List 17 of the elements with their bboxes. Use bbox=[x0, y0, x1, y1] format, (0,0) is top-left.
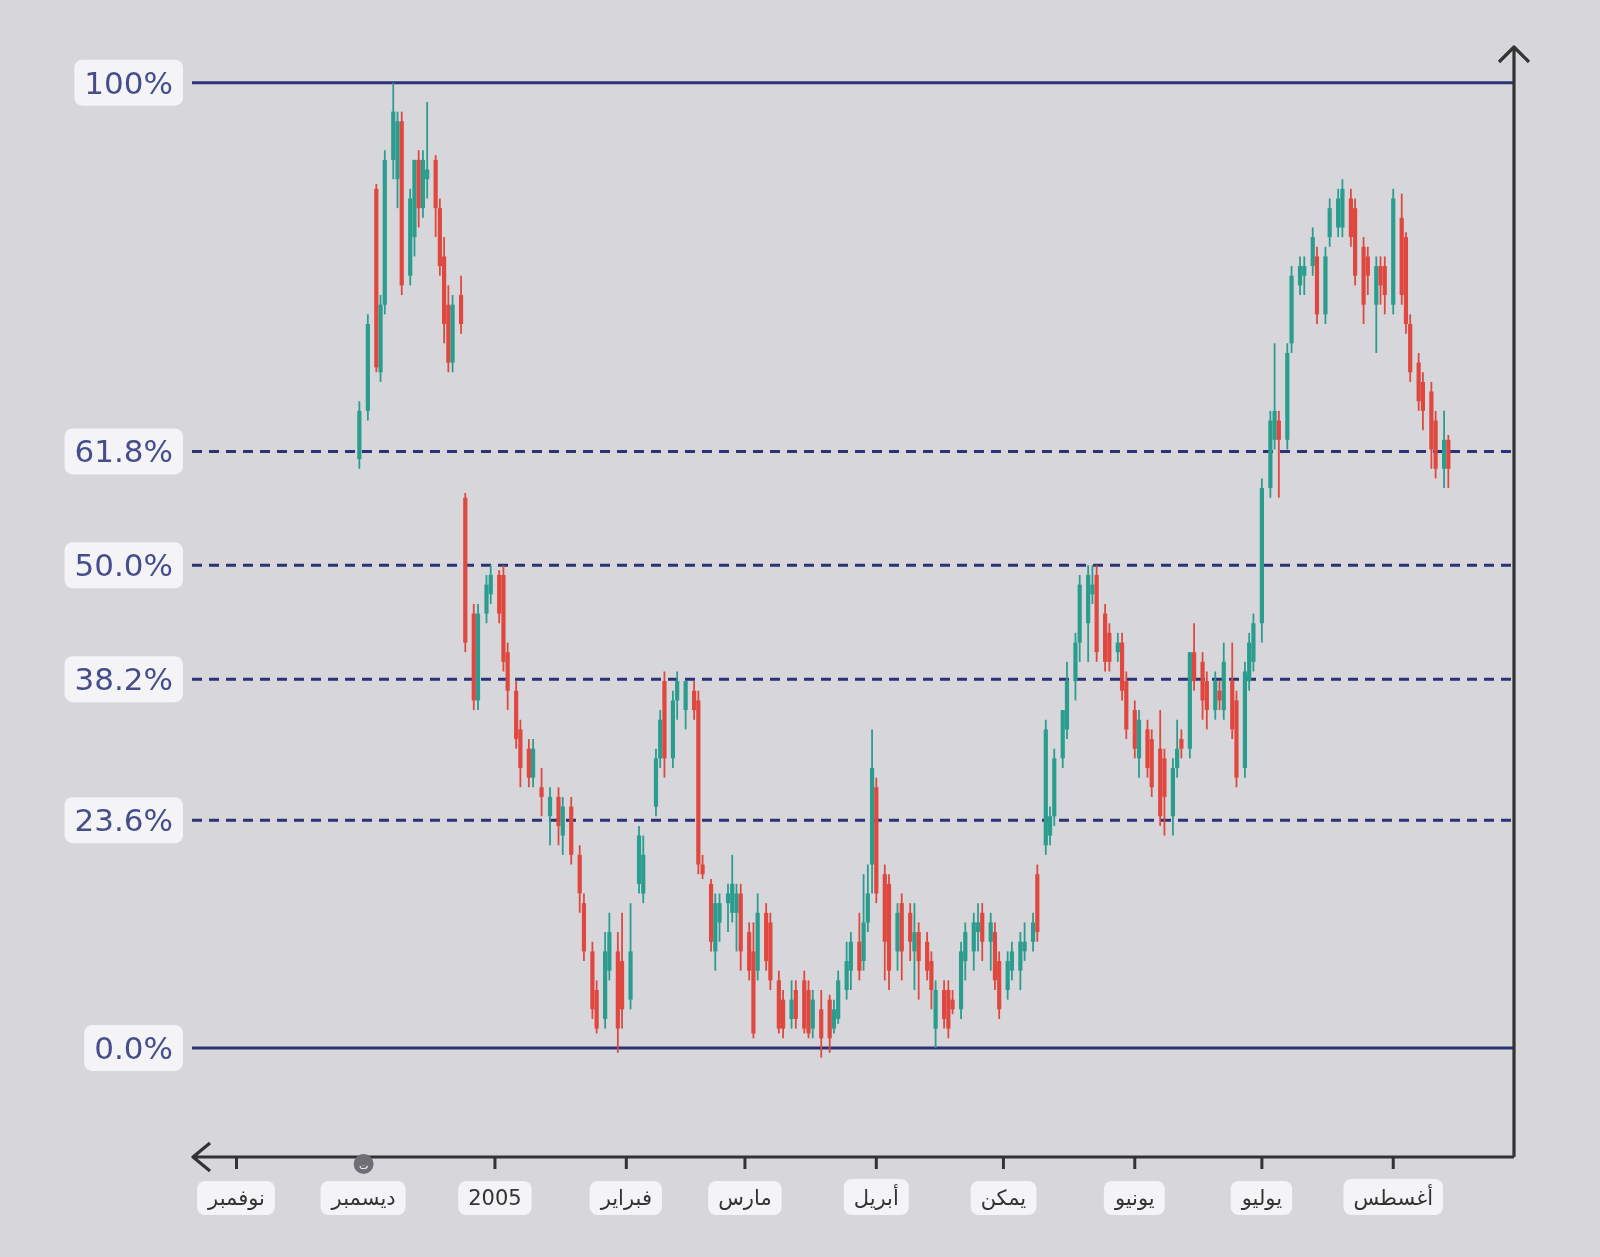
x-tick-label: أغسطس bbox=[1353, 1184, 1434, 1210]
x-tick-label: 2005 bbox=[468, 1186, 522, 1210]
y-tick-label: 50.0% bbox=[74, 547, 173, 584]
x-tick-label: ديسمبر bbox=[330, 1186, 396, 1210]
x-tick-label: يمكن bbox=[980, 1186, 1027, 1210]
x-tick-label: يونيو bbox=[1113, 1186, 1155, 1210]
y-tick-label: 23.6% bbox=[74, 802, 173, 839]
y-tick-label: 61.8% bbox=[74, 433, 173, 470]
x-tick-label: يوليو bbox=[1240, 1186, 1283, 1210]
x-tick-label: نوفمبر bbox=[207, 1186, 265, 1210]
y-tick-label: 38.2% bbox=[74, 661, 173, 698]
x-tick-label: فبراير bbox=[599, 1186, 652, 1210]
y-tick-label: 0.0% bbox=[94, 1029, 173, 1066]
x-tick-label: أبريل bbox=[853, 1184, 899, 1210]
annotations: ت bbox=[353, 1154, 374, 1174]
x-tick-label: مارس bbox=[718, 1186, 772, 1210]
y-tick-label: 100% bbox=[84, 64, 173, 101]
